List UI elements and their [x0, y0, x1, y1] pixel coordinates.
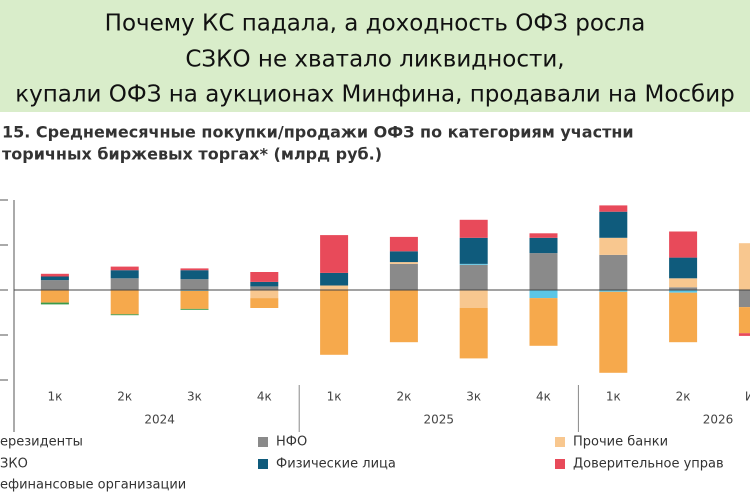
- chart-title: 15. Среднемесячные покупки/продажи ОФЗ п…: [2, 123, 634, 142]
- bar-segment: [180, 279, 209, 290]
- bar-segment: [599, 211, 628, 238]
- bar-segment: [110, 266, 139, 271]
- bar-segment: [599, 290, 628, 292]
- bar-segment: [389, 290, 418, 343]
- bar-segment: [40, 280, 69, 290]
- bar-segment: [180, 268, 209, 271]
- bar-segment: [320, 290, 349, 355]
- header-line: СЗКО не хватало ликвидности,: [185, 47, 564, 73]
- bar-segment: [529, 253, 558, 290]
- x-tick-label: 4к: [536, 390, 551, 404]
- bar-segment: [110, 314, 139, 316]
- bar-segment: [669, 231, 698, 258]
- bar-segment: [669, 257, 698, 279]
- x-tick-label: Ит: [745, 390, 750, 404]
- bar-segment: [529, 298, 558, 346]
- bar-segment: [599, 205, 628, 212]
- bar-segment: [389, 262, 418, 264]
- bar-segment: [180, 270, 209, 280]
- x-tick-label: 1к: [327, 390, 342, 404]
- group-label: 2026: [703, 413, 734, 427]
- bar-segment: [250, 272, 279, 282]
- bar-segment: [669, 290, 698, 293]
- group-label: 2024: [144, 413, 175, 427]
- bar-segment: [320, 272, 349, 286]
- legend-label: Физические лица: [276, 457, 396, 472]
- bar-segment: [40, 273, 69, 277]
- legend-swatch: [555, 459, 565, 469]
- bar-segment: [738, 243, 750, 290]
- header-bg: [0, 0, 750, 112]
- legend-label: ЗКО: [0, 457, 28, 472]
- bar-segment: [250, 281, 279, 287]
- bar-segment: [529, 237, 558, 254]
- bar-segment: [459, 308, 488, 359]
- bar-segment: [250, 298, 279, 308]
- legend-swatch: [555, 437, 565, 447]
- bar-segment: [40, 276, 69, 281]
- legend-swatch: [258, 459, 268, 469]
- bar-segment: [738, 307, 750, 334]
- legend-label: НФО: [276, 435, 307, 450]
- bar-segment: [529, 290, 558, 299]
- bar-segment: [110, 278, 139, 290]
- x-tick-label: 1к: [47, 390, 62, 404]
- bar-segment: [669, 292, 698, 343]
- bar-segment: [250, 286, 279, 290]
- bar-segment: [599, 237, 628, 255]
- group-label: 2025: [424, 413, 455, 427]
- chart-subtitle: торичных биржевых торгах* (млрд руб.): [2, 145, 382, 164]
- bar-segment: [738, 333, 750, 336]
- bar-segment: [738, 290, 750, 308]
- bar-segment: [110, 290, 139, 315]
- legend-label: ерезиденты: [0, 435, 83, 450]
- bar-segment: [669, 287, 698, 290]
- legend-label: Прочие банки: [573, 435, 668, 450]
- bar-segment: [459, 219, 488, 238]
- x-tick-label: 3к: [466, 390, 481, 404]
- bar-segment: [389, 236, 418, 252]
- bar-segment: [389, 251, 418, 263]
- x-tick-label: 4к: [257, 390, 272, 404]
- x-tick-label: 3к: [187, 390, 202, 404]
- legend-swatch: [258, 437, 268, 447]
- header-line: Почему КС падала, а доходность ОФЗ росла: [105, 11, 646, 37]
- bar-segment: [459, 264, 488, 290]
- bar-segment: [599, 254, 628, 290]
- bar-segment: [180, 290, 209, 309]
- bar-segment: [459, 263, 488, 265]
- bar-segment: [459, 237, 488, 264]
- bar-segment: [669, 278, 698, 288]
- header-line: купали ОФЗ на аукционах Минфина, продава…: [15, 82, 735, 108]
- bar-segment: [40, 302, 69, 305]
- bar-segment: [320, 285, 349, 290]
- legend-label: Доверительное управ: [573, 457, 724, 472]
- bar-segment: [110, 270, 139, 279]
- bar-segment: [250, 290, 279, 299]
- x-tick-label: 2к: [396, 390, 411, 404]
- bar-segment: [459, 290, 488, 308]
- bar-segment: [40, 290, 69, 303]
- bar-segment: [180, 308, 209, 310]
- bar-segment: [320, 235, 349, 273]
- legend-label: ефинансовые организации: [0, 478, 186, 493]
- bar-segment: [529, 233, 558, 238]
- bar-segment: [389, 263, 418, 290]
- x-tick-label: 2к: [676, 390, 691, 404]
- bar-segment: [599, 291, 628, 373]
- x-tick-label: 2к: [117, 390, 132, 404]
- x-tick-label: 1к: [606, 390, 621, 404]
